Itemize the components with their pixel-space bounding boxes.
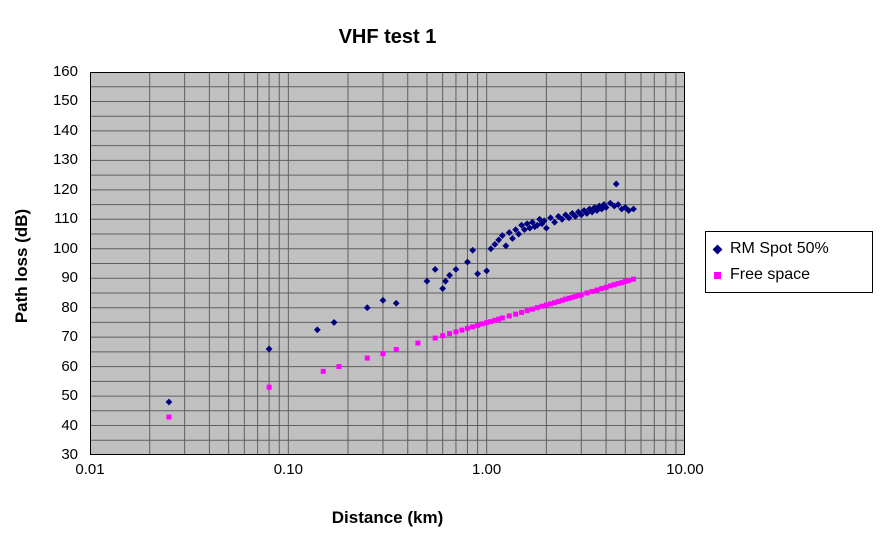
y-tick-label: 140: [52, 121, 78, 139]
y-axis-title: Path loss (dB): [12, 208, 31, 324]
x-tick-label: 0.01: [75, 461, 105, 478]
y-tick-label: 40: [61, 416, 78, 434]
legend-item-free-space: Free space: [714, 266, 864, 284]
y-tick-label: 130: [52, 151, 78, 169]
x-axis-title: Distance (km): [331, 508, 444, 527]
diamond-marker-icon: [712, 244, 723, 254]
square-marker-icon: [714, 271, 721, 279]
x-tick-label: 0.10: [273, 461, 303, 478]
legend: RM Spot 50% Free space: [705, 231, 873, 293]
y-axis-tick-labels: 160 150 140 130 120 110 100 90 80 70 60 50 40 30: [42, 64, 84, 463]
y-tick-label: 70: [61, 328, 78, 346]
y-tick-label: 30: [61, 446, 78, 463]
plot-area: [90, 72, 685, 455]
y-tick-label: 150: [52, 92, 78, 110]
y-tick-label: 160: [52, 63, 78, 80]
legend-label: RM Spot 50%: [730, 240, 829, 257]
legend-label: Free space: [730, 266, 811, 283]
x-axis-tick-labels: 0.01 0.10 1.00 10.00: [75, 461, 703, 481]
y-tick-label: 90: [61, 269, 78, 287]
y-tick-label: 80: [61, 298, 78, 316]
x-tick-label: 1.00: [472, 461, 502, 478]
chart-title: VHF test 1: [338, 26, 437, 48]
x-tick-label: 10.00: [666, 461, 704, 478]
y-tick-label: 50: [61, 387, 78, 405]
legend-item-rm-spot: RM Spot 50%: [712, 240, 864, 258]
y-tick-label: 60: [61, 357, 78, 375]
y-tick-label: 100: [52, 239, 78, 257]
y-tick-label: 110: [54, 210, 78, 228]
y-tick-label: 120: [52, 180, 78, 198]
